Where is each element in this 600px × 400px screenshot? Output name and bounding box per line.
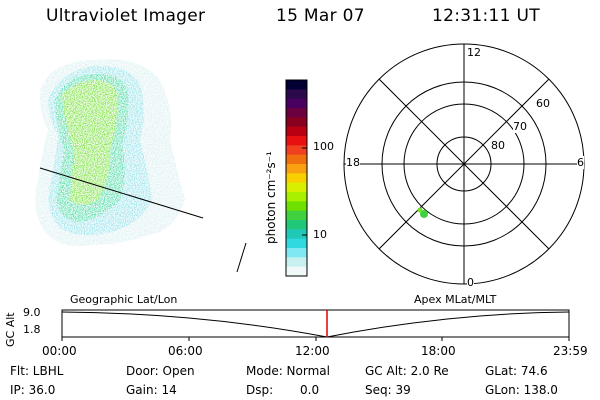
dsp-value: 0.0 bbox=[300, 383, 320, 397]
orbit-altitude-curve bbox=[61, 311, 570, 338]
colorbar-tick-label: 100 bbox=[313, 140, 334, 153]
mlt-label-6: 6 bbox=[577, 156, 584, 169]
date-label: 15 Mar 07 bbox=[276, 6, 365, 26]
mlat-label-80: 80 bbox=[491, 139, 505, 152]
polar-emission-spot bbox=[417, 207, 428, 218]
colorbar-strip bbox=[286, 117, 307, 128]
colorbar-strip bbox=[286, 192, 307, 202]
timeline-x-tick: 18:00 bbox=[421, 344, 456, 358]
colorbar-strip bbox=[286, 201, 307, 212]
colorbar-frame bbox=[285, 79, 308, 277]
instrument-title: Ultraviolet Imager bbox=[46, 6, 206, 26]
mlt-label-18: 18 bbox=[346, 156, 360, 169]
colorbar-strip bbox=[286, 108, 307, 118]
mlat-label-60: 60 bbox=[536, 97, 550, 110]
timeline-x-tick: 06:00 bbox=[168, 344, 203, 358]
colorbar-strip bbox=[286, 238, 307, 249]
dsp-label: Dsp: bbox=[246, 383, 274, 397]
seq-info: Seq: 39 bbox=[365, 383, 411, 397]
colorbar-strip bbox=[286, 126, 307, 137]
gc-alt-info: GC Alt: 2.0 Re bbox=[365, 364, 449, 378]
mode-info: Mode: Normal bbox=[246, 364, 330, 378]
time-label: 12:31:11 UT bbox=[432, 6, 540, 26]
timeline-x-tick: 00:00 bbox=[42, 344, 77, 358]
geo-reference-tick bbox=[236, 242, 247, 273]
colorbar-strip bbox=[286, 266, 307, 277]
colorbar-strip bbox=[286, 98, 307, 109]
timeline-x-tick: 12:00 bbox=[295, 344, 330, 358]
timeline-y-tick: 9.0 bbox=[23, 306, 41, 319]
aurora-emission bbox=[35, 59, 185, 247]
colorbar-tick-label: 10 bbox=[313, 228, 327, 241]
timeline-left-label: Geographic Lat/Lon bbox=[70, 293, 178, 306]
geo-reference-line bbox=[39, 167, 204, 219]
filter-info: Flt: LBHL bbox=[10, 364, 64, 378]
gain-info: Gain: 14 bbox=[126, 383, 177, 397]
colorbar-strip bbox=[286, 154, 307, 165]
glon-info: GLon: 138.0 bbox=[485, 383, 558, 397]
colorbar-strip bbox=[286, 89, 307, 100]
colorbar-strip bbox=[286, 210, 307, 221]
colorbar-strip bbox=[286, 248, 307, 258]
colorbar-strip bbox=[286, 182, 307, 193]
mlt-label-0: 0 bbox=[467, 276, 474, 289]
colorbar-strip bbox=[286, 145, 307, 156]
door-info: Door: Open bbox=[126, 364, 195, 378]
colorbar-gradient bbox=[286, 80, 307, 277]
colorbar-strip bbox=[286, 220, 307, 230]
mlat-label-70: 70 bbox=[513, 120, 527, 133]
timeline-right-label: Apex MLat/MLT bbox=[414, 293, 497, 306]
ip-info: IP: 36.0 bbox=[10, 383, 56, 397]
colorbar-strip bbox=[286, 164, 307, 174]
colorbar-strip bbox=[286, 229, 307, 240]
polar-diagonal bbox=[378, 78, 550, 250]
timeline-y-tick: 1.8 bbox=[23, 323, 41, 336]
colorbar-strip bbox=[286, 136, 307, 146]
colorbar-strip bbox=[286, 173, 307, 184]
mlt-label-12: 12 bbox=[467, 46, 481, 59]
colorbar-strip bbox=[286, 80, 307, 90]
colorbar-strip bbox=[286, 257, 307, 268]
glat-info: GLat: 74.6 bbox=[485, 364, 548, 378]
timeline-x-tick: 23:59 bbox=[553, 344, 588, 358]
